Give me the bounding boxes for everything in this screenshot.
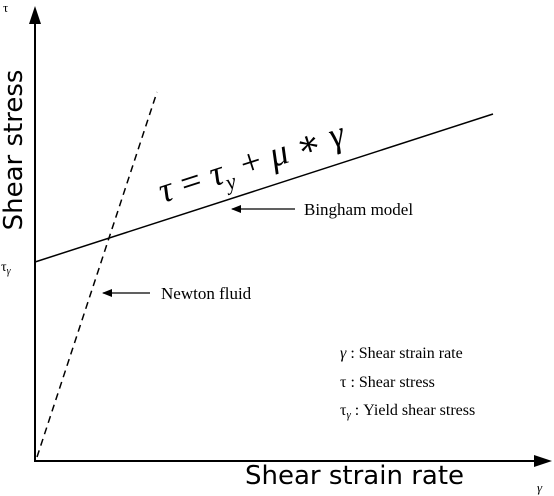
legend-item-yield-stress: τγ : Yield shear stress bbox=[340, 402, 475, 421]
x-axis-label: Shear strain rate bbox=[245, 461, 464, 491]
y-axis-arrow-icon bbox=[29, 6, 41, 24]
bingham-model-label: Bingham model bbox=[304, 200, 413, 219]
x-axis-arrow-icon bbox=[534, 455, 552, 467]
y-axis-label: Shear stress bbox=[0, 70, 29, 231]
yield-stress-tick-label: τγ bbox=[1, 260, 12, 277]
legend-item-strain-rate: γ : Shear strain rate bbox=[340, 345, 463, 362]
bingham-model-line bbox=[34, 113, 494, 263]
legend: γ : Shear strain rate τ : Shear stress τ… bbox=[340, 345, 475, 421]
y-axis-symbol: τ bbox=[3, 0, 8, 15]
x-axis-symbol: γ bbox=[537, 480, 543, 495]
newton-fluid-label: Newton fluid bbox=[161, 284, 252, 303]
newton-fluid-line bbox=[36, 91, 158, 458]
legend-item-shear-stress: τ : Shear stress bbox=[340, 374, 435, 391]
